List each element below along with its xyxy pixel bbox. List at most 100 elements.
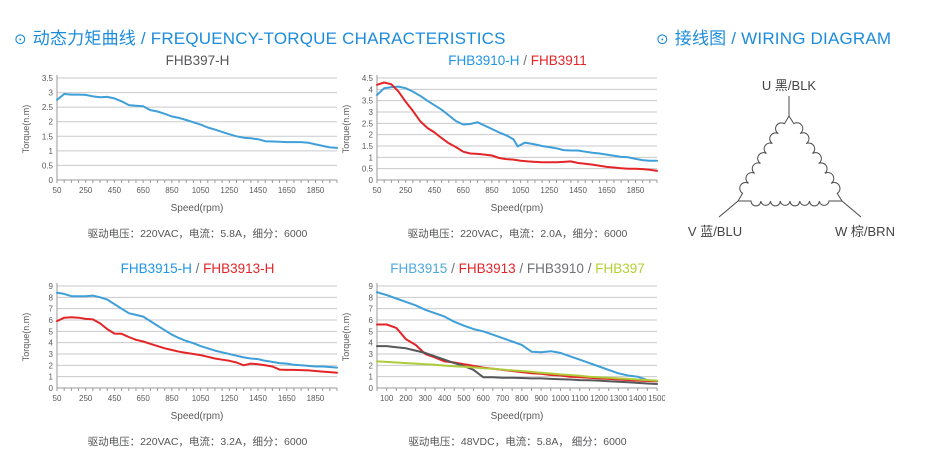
x-tick-label: 650	[456, 186, 470, 195]
y-tick-label: 0	[369, 384, 374, 393]
chart-plot: 0 1 2 3 4 5 6 7 8 9 100 200 300 400 500 600 700 800 900 100…	[341, 282, 666, 422]
x-tick-label: 1450	[569, 186, 587, 195]
x-tick-label: 600	[477, 394, 491, 403]
series-title-FHB3911: FHB3911	[530, 53, 587, 68]
title-separator: /	[191, 261, 204, 276]
x-tick-label: 900	[534, 394, 548, 403]
y-tick-label: 8	[369, 293, 374, 302]
y-tick-label: 1	[369, 153, 374, 162]
delta-winding-bottom	[738, 200, 842, 207]
chart-title: FHB397-H	[35, 52, 360, 70]
x-tick-label: 1050	[192, 394, 210, 403]
x-tick-label: 500	[457, 394, 471, 403]
series-title-FHB3910-H: FHB3910-H	[448, 53, 520, 68]
chart-title: FHB3910-H / FHB3911	[355, 52, 680, 70]
y-tick-label: 1	[49, 373, 54, 382]
x-tick-label: 1200	[590, 394, 608, 403]
y-tick-label: 3.5	[362, 97, 374, 106]
y-tick-label: 1.5	[42, 132, 54, 141]
x-tick-label: 450	[428, 186, 442, 195]
y-tick-label: 2	[49, 118, 54, 127]
x-axis-title: Speed(rpm)	[171, 203, 224, 214]
chart-caption: 驱动电压：220VAC，电流：3.2A，细分：6000	[87, 436, 308, 448]
x-tick-label: 1300	[609, 394, 627, 403]
terminal-w-label: W 棕/BRN	[835, 224, 895, 239]
series-FHB3915-H	[56, 291, 338, 369]
delta-winding-right	[788, 115, 843, 202]
x-tick-label: 300	[419, 394, 433, 403]
chart-caption: 驱动电压：220VAC，电流：2.0A，细分：6000	[407, 228, 628, 240]
series-title-FHB397: FHB397	[595, 261, 645, 276]
series-title-FHB3915-H: FHB3915-H	[120, 261, 192, 276]
x-tick-label: 1000	[552, 394, 570, 403]
x-tick-label: 450	[108, 186, 122, 195]
chart-caption: 驱动电压：48VDC，电流：5.8A， 细分：6000	[408, 436, 627, 448]
y-tick-label: 2	[369, 131, 374, 140]
series-title-FHB3910: FHB3910	[526, 261, 584, 276]
wiring-diagram: U 黑/BLK V 蓝/BLU W 棕/BRN	[688, 78, 895, 239]
x-tick-label: 1450	[249, 394, 267, 403]
x-tick-label: 250	[79, 394, 93, 403]
x-tick-label: 1450	[249, 186, 267, 195]
y-tick-label: 5	[369, 327, 374, 336]
terminal-u-label: U 黑/BLK	[762, 78, 817, 93]
y-tick-label: 6	[49, 316, 54, 325]
y-tick-label: 8	[49, 293, 54, 302]
y-tick-label: 6	[369, 316, 374, 325]
series-title-FHB3913: FHB3913	[458, 261, 516, 276]
y-tick-label: 0.5	[362, 165, 374, 174]
series-FHB3915	[376, 291, 658, 383]
x-tick-label: 850	[165, 394, 179, 403]
title-separator: /	[515, 261, 527, 276]
y-tick-label: 4	[369, 339, 374, 348]
y-tick-label: 0	[49, 176, 54, 185]
y-tick-label: 0	[369, 176, 374, 185]
y-axis-title: Torque(n.m)	[21, 105, 31, 154]
x-tick-label: 200	[399, 394, 413, 403]
y-tick-label: 4.5	[362, 74, 374, 83]
series-FHB3911	[376, 81, 658, 172]
y-tick-label: 3	[369, 108, 374, 117]
y-tick-label: 3	[49, 350, 54, 359]
lead-w	[841, 200, 862, 218]
lead-v	[718, 200, 739, 218]
y-tick-label: 4	[369, 85, 374, 94]
chart-title: FHB3915 / FHB3913 / FHB3910 / FHB397	[355, 260, 680, 278]
y-axis-title: Torque(n.m)	[21, 313, 31, 362]
section-title-text: 动态力矩曲线 / FREQUENCY-TORQUE CHARACTERISTIC…	[32, 29, 506, 48]
series-FHB3910-H	[376, 85, 658, 162]
x-axis-title: Speed(rpm)	[491, 411, 544, 422]
y-tick-label: 9	[369, 282, 374, 291]
y-tick-label: 3	[49, 89, 54, 98]
section-title-text: 接线图 / WIRING DIAGRAM	[674, 29, 892, 48]
x-tick-label: 700	[496, 394, 510, 403]
y-tick-label: 2.5	[362, 119, 374, 128]
x-tick-label: 1050	[512, 186, 530, 195]
x-tick-label: 1650	[598, 186, 616, 195]
x-tick-label: 1250	[220, 186, 238, 195]
x-tick-label: 800	[515, 394, 529, 403]
x-tick-label: 1850	[627, 186, 645, 195]
y-tick-label: 4	[49, 339, 54, 348]
y-tick-label: 1	[49, 147, 54, 156]
y-axis-title: Torque(n.m)	[341, 313, 351, 362]
series-title-FHB397-H: FHB397-H	[165, 53, 230, 68]
x-tick-label: 1250	[220, 394, 238, 403]
y-tick-label: 0	[49, 384, 54, 393]
chart-caption: 驱动电压：220VAC，电流：5.8A，细分：6000	[87, 228, 308, 240]
chart-plot: 0 0.5 1 1.5 2 2.5 3 3.5 4 4.5 50 250 450 650 850 1050 12…	[341, 74, 658, 214]
x-tick-label: 1500	[648, 394, 665, 403]
chart-plot: 0 0.5 1 1.5 2 2.5 3 3.5 50 250 450 650 850 1050 1250 14…	[21, 74, 338, 214]
title-separator: /	[447, 261, 459, 276]
x-axis-title: Speed(rpm)	[491, 203, 544, 214]
y-tick-label: 2.5	[42, 103, 54, 112]
y-tick-label: 7	[369, 305, 374, 314]
series-title-FHB3913-H: FHB3913-H	[203, 261, 275, 276]
section-title-frequency-torque: ⊙ 动态力矩曲线 / FREQUENCY-TORQUE CHARACTERISTI…	[14, 24, 506, 49]
series-FHB3913-H	[56, 316, 338, 374]
x-tick-label: 1250	[540, 186, 558, 195]
y-tick-label: 2	[49, 361, 54, 370]
bullet-icon: ⊙	[656, 31, 669, 48]
x-tick-label: 1850	[307, 394, 325, 403]
